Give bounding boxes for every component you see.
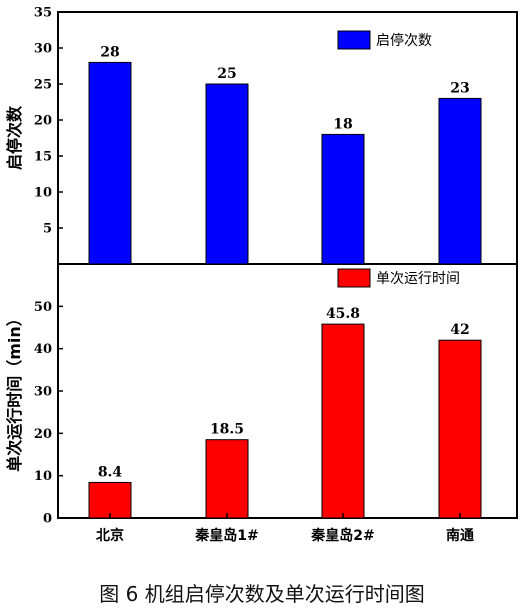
bar-1 [88, 481, 132, 519]
data-label: 18 [333, 116, 352, 132]
data-label: 28 [100, 44, 119, 60]
data-label: 42 [450, 322, 469, 338]
bar-1 [88, 61, 132, 265]
legend-swatch [337, 268, 371, 288]
legend-label: 启停次数 [376, 32, 432, 49]
data-label: 8.4 [98, 464, 123, 480]
bar-3 [321, 323, 365, 519]
bar-2 [205, 83, 249, 265]
y-tick-label: 25 [34, 78, 52, 93]
data-label: 23 [450, 80, 469, 96]
y-tick-label: 5 [43, 222, 52, 237]
y-tick-label: 0 [43, 512, 52, 527]
y-axis-label: 启停次数 [5, 105, 24, 170]
bar-4 [438, 97, 482, 265]
y-tick-label: 10 [34, 186, 52, 201]
y-tick-label: 10 [34, 469, 52, 484]
y-tick-label: 30 [34, 385, 52, 400]
y-tick-label: 50 [34, 300, 52, 315]
y-tick-label: 15 [34, 150, 52, 165]
data-label: 25 [217, 66, 236, 82]
y-tick-label: 20 [34, 427, 52, 442]
y-tick-label: 20 [34, 114, 52, 129]
bar-4 [438, 339, 482, 519]
legend-label: 单次运行时间 [376, 271, 460, 287]
y-tick-label: 30 [34, 42, 52, 57]
y-tick-label: 40 [34, 342, 52, 357]
legend-swatch [337, 30, 371, 50]
y-axis-label: 单次运行时间（min） [5, 310, 24, 472]
bar-3 [321, 133, 365, 265]
x-tick-label: 秦皇岛2# [310, 527, 374, 544]
bar-2 [205, 439, 249, 519]
x-tick-label: 北京 [96, 527, 124, 544]
data-label: 18.5 [210, 422, 244, 438]
figure: 510152025303528251823启停次数启停次数01020304050… [5, 6, 518, 544]
x-tick-label: 南通 [446, 527, 474, 544]
data-label: 45.8 [326, 306, 360, 322]
y-tick-label: 35 [34, 6, 52, 21]
x-tick-label: 秦皇岛1# [194, 527, 258, 544]
figure-caption: 图 6 机组启停次数及单次运行时间图 [99, 582, 425, 606]
